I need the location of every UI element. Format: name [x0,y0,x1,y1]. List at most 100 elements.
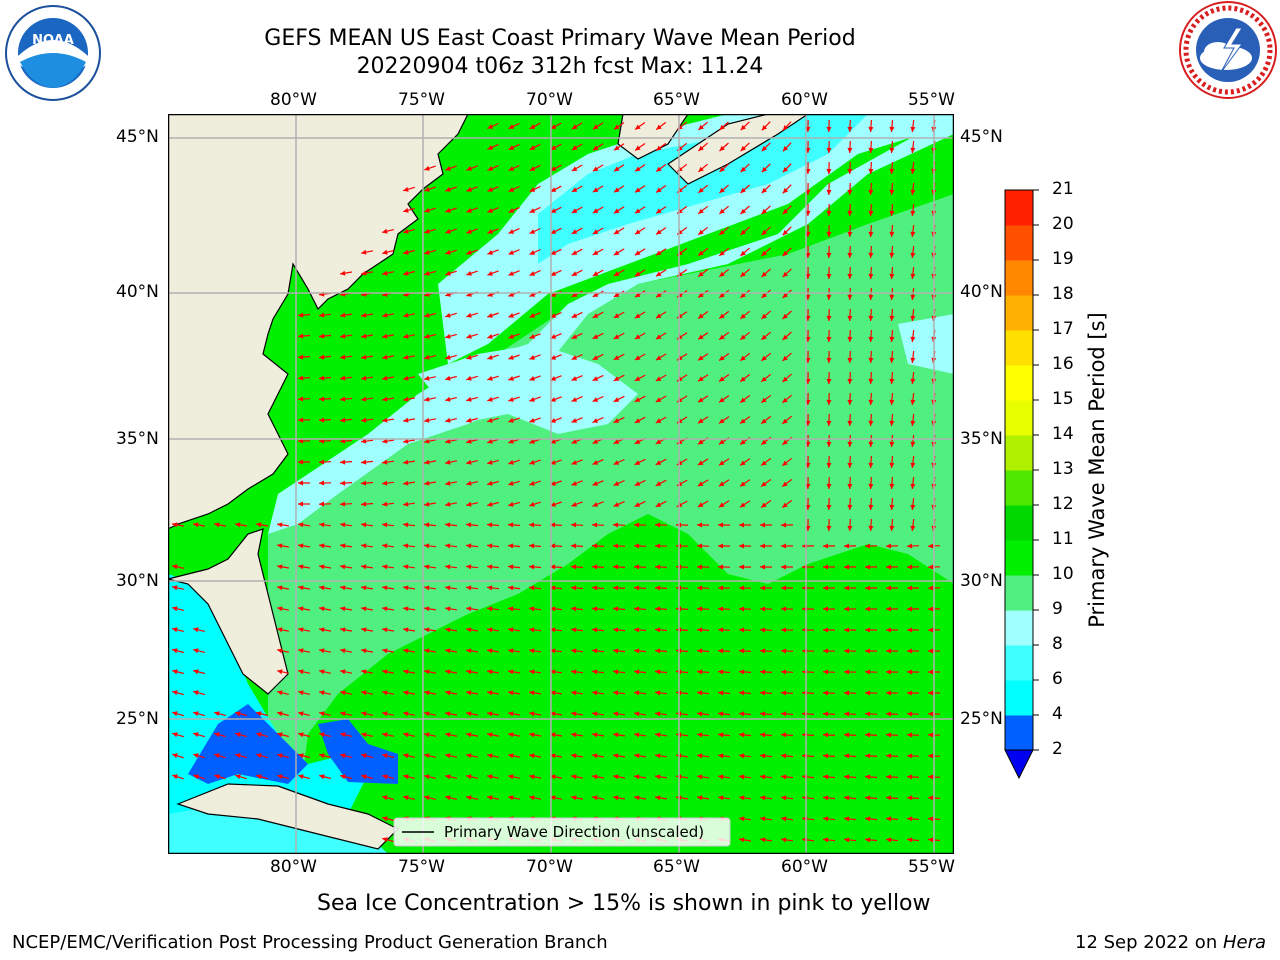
wave-arrow-head [487,543,493,549]
wave-arrow-head [614,145,620,151]
wave-arrow-head [847,294,853,300]
wave-arrow-head [382,522,388,528]
wave-arrow-head [718,774,724,780]
wave-arrow-head [529,711,535,717]
wave-arrow-head [910,294,916,300]
wave-arrow-head [592,795,598,801]
wave-arrow-head [361,333,367,339]
wave-arrow-head [844,543,850,549]
wave-arrow-head [847,336,853,342]
wave-arrow-head [782,271,788,278]
wave-arrow-head [910,168,916,174]
wave-arrow-head [382,501,388,507]
wave-arrow-head [361,732,367,738]
wave-arrow-head [571,564,577,570]
wave-arrow-head [508,690,514,696]
wave-arrow-head [761,229,767,236]
wave-arrow-head [487,229,493,234]
wave-arrow-head [826,315,832,321]
wave-arrow-head [529,397,535,402]
wave-arrow-head [868,231,874,237]
wave-arrow-head [907,816,913,822]
wave-arrow-head [466,669,472,675]
wave-arrow-head [445,354,451,360]
wave-arrow-head [382,795,388,801]
wave-arrow-head [656,145,662,151]
wave-arrow-head [865,648,870,654]
wave-arrow-head [889,483,895,489]
wave-arrow-head [698,250,704,256]
wave-arrow-head [403,774,409,780]
wave-arrow-head [298,627,304,633]
wave-arrow-head [592,355,599,360]
wave-arrow-head [847,483,853,489]
wave-arrow-head [361,396,367,402]
wave-arrow-head [613,774,619,780]
lon-label-bottom-60w: 60°W [781,857,828,877]
wave-arrow-head [571,711,577,717]
wave-arrow-head [907,627,912,633]
wave-arrow-head [424,732,430,738]
wave-arrow-head [592,585,598,591]
wave-arrow-head [697,711,703,717]
wave-arrow-head [889,420,895,426]
wave-arrow-head [529,124,536,129]
wave-arrow-head [592,481,598,486]
wave-arrow-head [868,126,874,132]
wave-arrow-head [487,187,493,192]
colorbar-segment [1005,540,1033,576]
wave-arrow-head [886,564,892,570]
wave-arrow-head [277,732,283,738]
wave-arrow-head [886,627,891,633]
lon-label-top-70w: 70°W [526,90,573,110]
wave-arrow-head [340,774,346,780]
wave-arrow-head [550,376,556,381]
wave-arrow-head [886,606,891,612]
wave-arrow-head [928,753,934,759]
wave-arrow-head [529,669,535,675]
wave-arrow-head [698,229,704,235]
region-8-9s [268,114,954,534]
wave-arrow-head [550,250,557,255]
lon-label-top-80w: 80°W [270,90,317,110]
wave-arrow-head [172,627,178,633]
wave-arrow-head [424,186,430,192]
colorbar-tick-label: 8 [1052,634,1063,654]
wave-arrow-head [487,166,494,171]
wave-arrow-head [739,648,745,654]
wave-arrow-head [550,271,557,276]
land-nova-scotia [667,114,810,185]
wave-arrow-head [907,711,913,717]
wave-arrow-head [571,585,577,591]
wave-arrow-head [214,732,220,738]
wave-arrow-head [382,417,388,423]
wave-arrow-head [382,711,388,717]
wave-arrow-head [613,250,620,256]
wave-arrow-head [718,669,724,675]
colorbar-segment [1005,400,1033,436]
lon-label-bottom-55w: 55°W [908,857,955,877]
wave-arrow-head [613,795,619,801]
wave-arrow-head [424,165,430,171]
wave-arrow-head [550,397,556,402]
wave-arrow-head [740,502,746,508]
wave-arrow-head [634,564,640,570]
wave-arrow-head [740,145,746,152]
wave-arrow-head [844,627,849,633]
wave-arrow-head [760,669,766,675]
wave-arrow-head [550,690,556,696]
wave-arrow-head [655,648,661,654]
wave-arrow-head [466,438,472,444]
wave-arrow-head [613,313,620,318]
wave-arrow-head [529,501,535,507]
wave-arrow-head [614,124,620,130]
wave-arrow-head [235,732,241,738]
wave-arrow-head [445,711,451,717]
wave-arrow-head [826,441,832,447]
wave-arrow-head [361,501,367,507]
wave-arrow-head [424,711,430,717]
wave-arrow-head [739,795,745,801]
wave-arrow-head [928,564,934,570]
wave-arrow-head [508,376,514,381]
wave-arrow-head [403,375,409,381]
